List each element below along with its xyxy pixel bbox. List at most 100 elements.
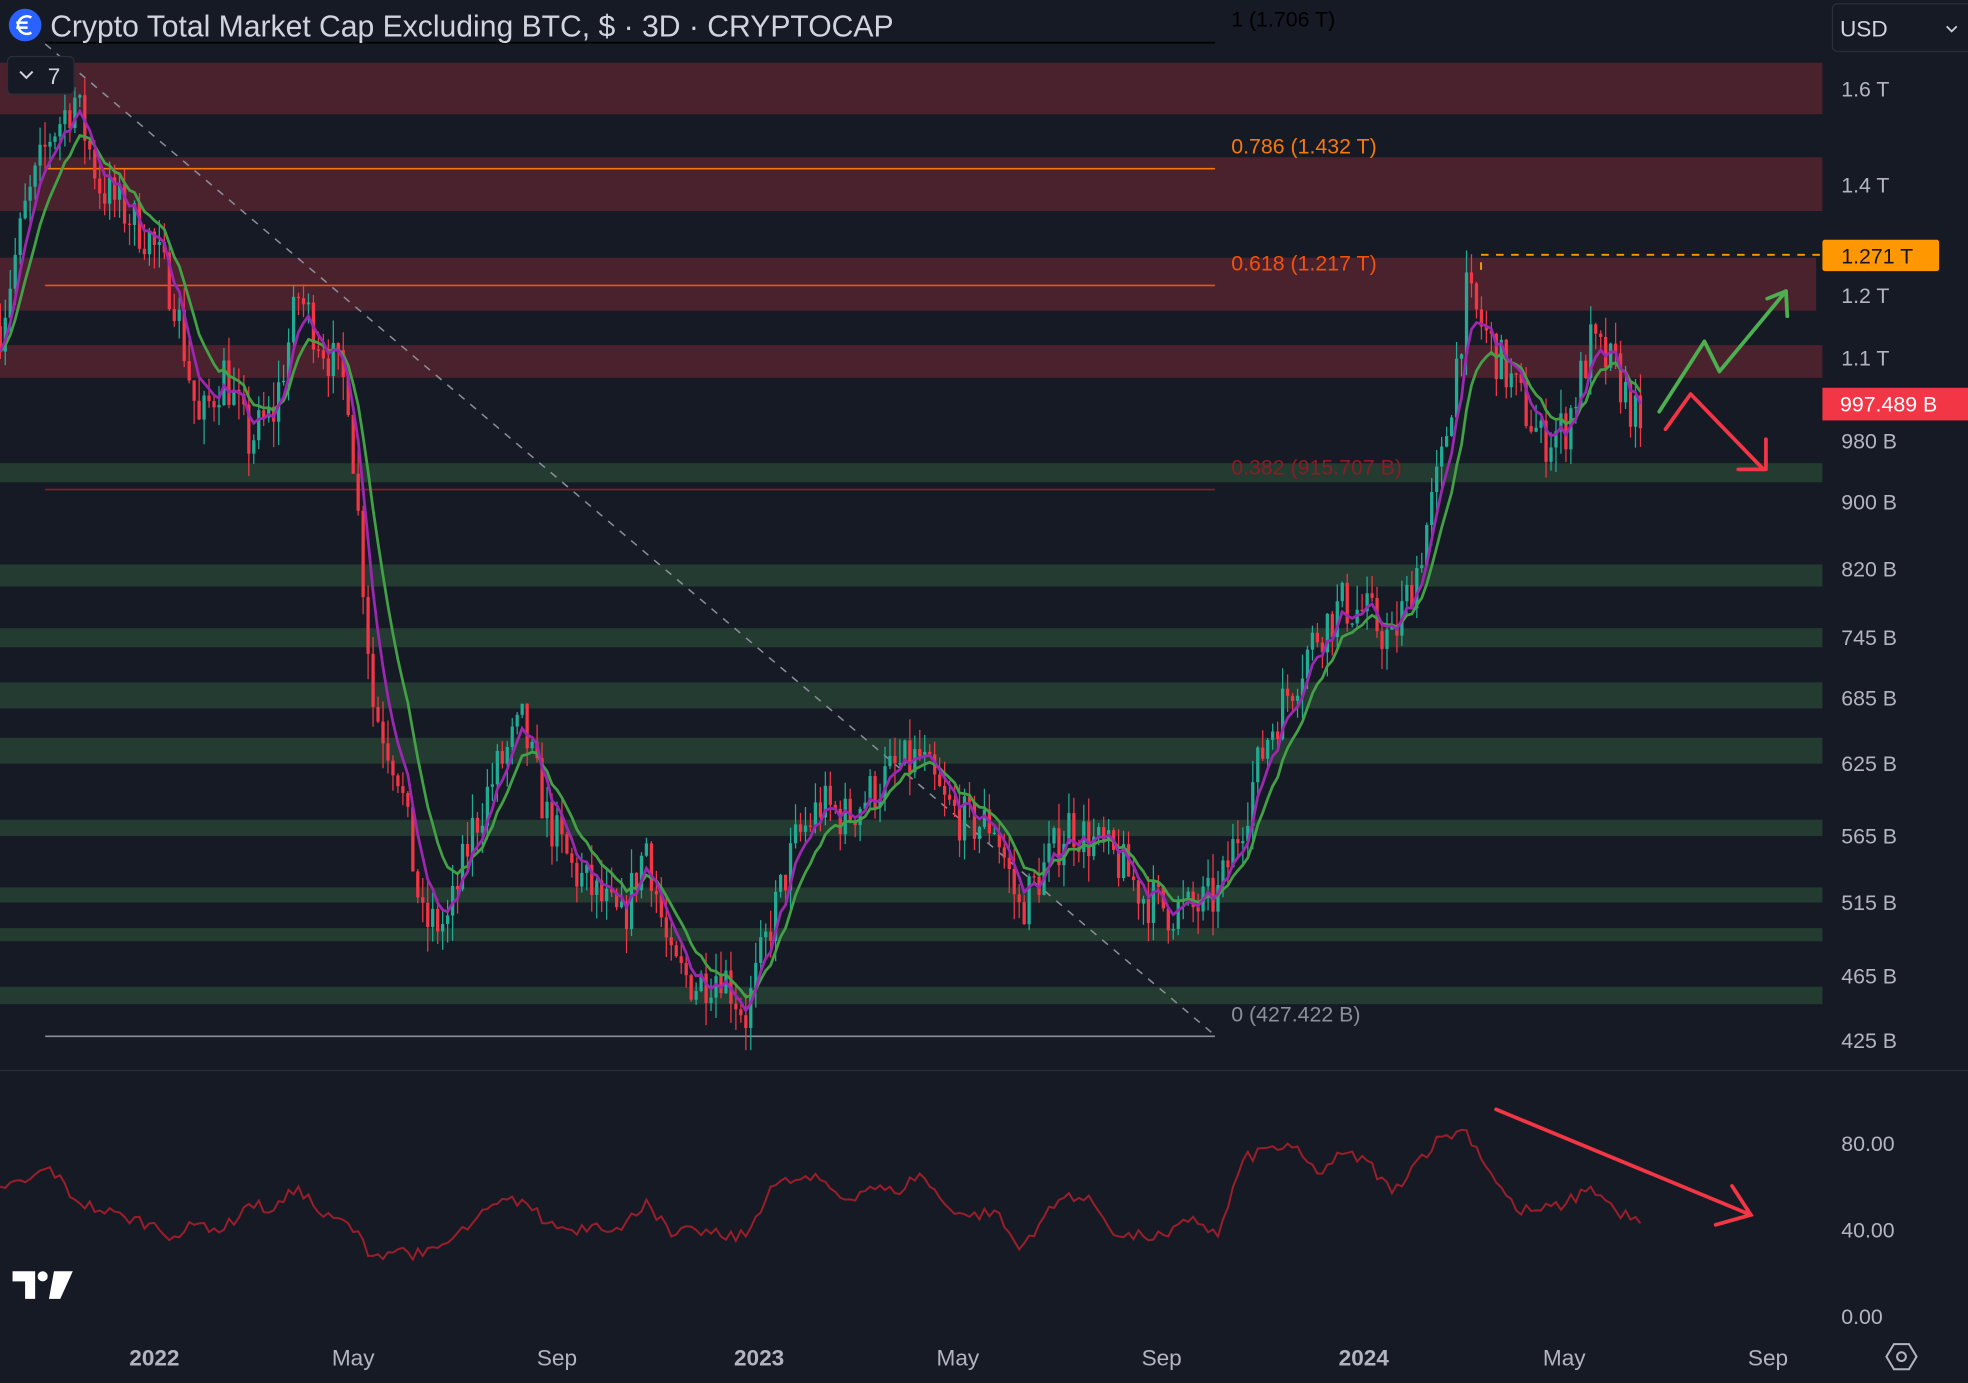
candle-up bbox=[1554, 431, 1558, 448]
candle-up bbox=[694, 990, 698, 1000]
time-axis[interactable]: 2022 May Sep 2023 May Sep 2024 May Sep bbox=[129, 1345, 1788, 1370]
candle-up bbox=[495, 750, 499, 785]
candle-down bbox=[1156, 881, 1160, 888]
candle-up bbox=[1534, 427, 1538, 432]
fibonacci-retracement[interactable]: 1 (1.706 T) 0.786 (1.432 T) 0.618 (1.217 T… bbox=[45, 7, 1402, 1038]
candle-down bbox=[247, 404, 251, 454]
candle-down bbox=[540, 758, 544, 819]
candle-down bbox=[455, 885, 460, 890]
currency-value: USD bbox=[1840, 16, 1888, 41]
candle-up bbox=[1176, 901, 1180, 929]
candle-down bbox=[947, 794, 952, 800]
candle-down bbox=[1146, 898, 1151, 923]
candle-down bbox=[1012, 868, 1016, 895]
candle-up bbox=[903, 740, 907, 764]
price-axis-label: 1.2 T bbox=[1841, 284, 1889, 308]
candle-down bbox=[1360, 609, 1364, 612]
candle-down bbox=[1544, 420, 1548, 462]
bullish-scenario-arrow[interactable] bbox=[1657, 289, 1790, 414]
candle-up bbox=[53, 136, 57, 142]
candle-down bbox=[426, 902, 430, 927]
support-zone bbox=[0, 682, 1823, 709]
candle-up bbox=[73, 97, 77, 129]
candle-up bbox=[8, 288, 12, 318]
candle-down bbox=[1410, 584, 1414, 609]
candle-up bbox=[277, 382, 281, 422]
candle-up bbox=[1300, 678, 1305, 696]
candle-down bbox=[371, 653, 375, 708]
candle-up bbox=[788, 843, 793, 891]
candle-down bbox=[1504, 339, 1508, 388]
candle-down bbox=[1469, 272, 1474, 284]
candle-down bbox=[689, 975, 693, 1000]
candle-up bbox=[863, 802, 867, 809]
candle-down bbox=[1017, 894, 1021, 903]
candle-up bbox=[595, 880, 599, 895]
candle-down bbox=[386, 743, 390, 761]
candle-down bbox=[406, 792, 410, 807]
bearish-scenario-arrow[interactable] bbox=[1663, 392, 1768, 472]
candle-up bbox=[1435, 466, 1439, 492]
candle-down bbox=[1136, 880, 1141, 904]
symbol-header[interactable]: Crypto Total Market Cap Excluding BTC, $… bbox=[8, 8, 894, 44]
candle-up bbox=[157, 242, 161, 245]
candle-up bbox=[1305, 649, 1310, 679]
candle-up bbox=[306, 302, 311, 305]
candle-down bbox=[1211, 877, 1215, 912]
currency-select[interactable]: USD bbox=[1831, 3, 1968, 53]
candle-down bbox=[659, 894, 663, 918]
price-axis[interactable]: 1.6 T 1.4 T 1.2 T 1.1 T 980 B 900 B 820 B 745 B… bbox=[1841, 78, 1897, 1053]
candle-up bbox=[1256, 747, 1260, 783]
time-axis-label: May bbox=[1543, 1345, 1586, 1370]
candle-up bbox=[441, 924, 445, 932]
candle-down bbox=[1072, 813, 1076, 847]
fib-level-label: 0.382 (915.707 B) bbox=[1231, 456, 1402, 480]
candle-down bbox=[1584, 360, 1588, 379]
candle-up bbox=[505, 747, 509, 764]
candle-down bbox=[1479, 309, 1484, 327]
candle-down bbox=[719, 976, 723, 994]
candle-up bbox=[1246, 825, 1250, 842]
time-axis-label: May bbox=[937, 1345, 980, 1370]
candle-up bbox=[888, 755, 892, 767]
candle-up bbox=[1206, 877, 1210, 887]
rsi-divergence-arrow[interactable] bbox=[1494, 1107, 1754, 1227]
price-axis-label: 820 B bbox=[1841, 557, 1897, 581]
price-axis-label: 980 B bbox=[1841, 429, 1897, 453]
candle-down bbox=[1519, 374, 1523, 383]
candle-down bbox=[590, 864, 594, 895]
candle-up bbox=[1171, 928, 1175, 931]
candle-up bbox=[754, 962, 758, 989]
candle-down bbox=[182, 309, 186, 362]
candle-up bbox=[520, 703, 524, 715]
candle-down bbox=[908, 740, 912, 773]
candle-down bbox=[1116, 850, 1121, 878]
candle-down bbox=[207, 395, 211, 402]
candle-up bbox=[982, 809, 987, 827]
rsi-axis[interactable]: 80.00 40.00 0.00 bbox=[1841, 1132, 1895, 1329]
tradingview-logo-icon[interactable] bbox=[12, 1271, 73, 1299]
candle-up bbox=[470, 817, 475, 857]
indicators-toggle-button[interactable]: 7 bbox=[6, 55, 75, 95]
candle-up bbox=[1623, 381, 1628, 403]
candle-up bbox=[530, 741, 534, 749]
candle-up bbox=[510, 726, 514, 748]
candle-up bbox=[1385, 629, 1389, 649]
candle-down bbox=[1032, 876, 1036, 878]
candle-up bbox=[460, 843, 465, 890]
candle-down bbox=[674, 945, 678, 957]
candle-down bbox=[848, 798, 852, 821]
support-zone bbox=[0, 564, 1823, 587]
fib-level-label: 0 (427.422 B) bbox=[1231, 1002, 1360, 1026]
candle-up bbox=[1295, 695, 1300, 701]
candle-down bbox=[381, 721, 385, 744]
candle-down bbox=[142, 248, 147, 255]
candle-down bbox=[1131, 876, 1136, 881]
fib-level-label: 0.618 (1.217 T) bbox=[1231, 251, 1376, 275]
resistance-zone bbox=[0, 345, 1823, 378]
candle-up bbox=[1454, 358, 1459, 418]
settings-icon[interactable] bbox=[1885, 1343, 1918, 1371]
candle-up bbox=[749, 988, 753, 1029]
candle-up bbox=[1365, 593, 1369, 612]
